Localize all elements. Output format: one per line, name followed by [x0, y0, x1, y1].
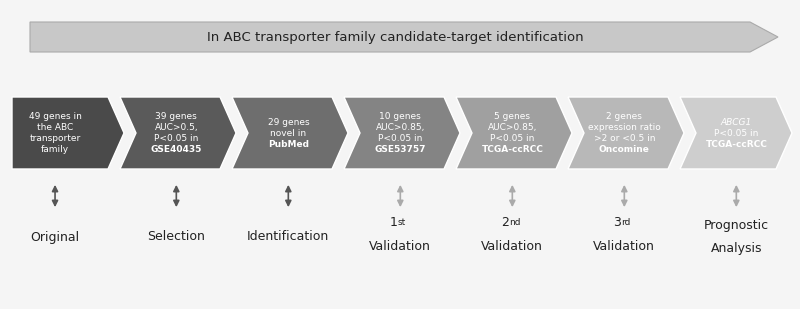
Text: TCGA-ccRCC: TCGA-ccRCC: [482, 145, 543, 154]
Text: 10 genes: 10 genes: [379, 112, 421, 121]
Text: 2 genes: 2 genes: [606, 112, 642, 121]
Text: 29 genes: 29 genes: [267, 117, 309, 126]
Text: P<0.05 in: P<0.05 in: [154, 134, 198, 143]
Text: PubMed: PubMed: [268, 139, 309, 149]
Text: transporter: transporter: [30, 134, 81, 143]
Text: AUC>0.85,: AUC>0.85,: [376, 123, 425, 132]
Text: novel in: novel in: [270, 129, 306, 138]
Text: P<0.05 in: P<0.05 in: [378, 134, 422, 143]
Text: 1: 1: [390, 216, 398, 229]
Text: AUC>0.85,: AUC>0.85,: [488, 123, 537, 132]
Text: Prognostic: Prognostic: [704, 219, 769, 232]
Polygon shape: [30, 22, 778, 52]
Text: GSE40435: GSE40435: [150, 145, 202, 154]
Polygon shape: [568, 97, 684, 169]
Text: Validation: Validation: [482, 240, 543, 253]
Text: Identification: Identification: [247, 231, 330, 243]
Text: Validation: Validation: [594, 240, 655, 253]
Text: family: family: [41, 145, 69, 154]
Text: In ABC transporter family candidate-target identification: In ABC transporter family candidate-targ…: [206, 31, 583, 44]
Text: P<0.05 in: P<0.05 in: [714, 129, 758, 138]
Polygon shape: [232, 97, 348, 169]
Text: >2 or <0.5 in: >2 or <0.5 in: [594, 134, 655, 143]
Text: Analysis: Analysis: [710, 242, 762, 255]
Text: Selection: Selection: [147, 231, 206, 243]
Text: ABCG1: ABCG1: [721, 117, 752, 126]
Polygon shape: [456, 97, 572, 169]
Text: the ABC: the ABC: [37, 123, 73, 132]
Text: rd: rd: [622, 218, 630, 227]
Polygon shape: [680, 97, 792, 169]
Text: 2: 2: [502, 216, 510, 229]
Polygon shape: [120, 97, 236, 169]
Text: TCGA-ccRCC: TCGA-ccRCC: [706, 139, 767, 149]
Text: 5 genes: 5 genes: [494, 112, 530, 121]
Polygon shape: [344, 97, 460, 169]
Text: Original: Original: [30, 231, 80, 243]
Text: Validation: Validation: [370, 240, 431, 253]
Text: 3: 3: [614, 216, 622, 229]
Text: P<0.05 in: P<0.05 in: [490, 134, 534, 143]
Polygon shape: [12, 97, 124, 169]
Text: expression ratio: expression ratio: [588, 123, 661, 132]
Text: Oncomine: Oncomine: [599, 145, 650, 154]
Text: GSE53757: GSE53757: [374, 145, 426, 154]
Text: 39 genes: 39 genes: [155, 112, 197, 121]
Text: AUC>0.5,: AUC>0.5,: [154, 123, 198, 132]
Text: st: st: [398, 218, 406, 227]
Text: 49 genes in: 49 genes in: [29, 112, 82, 121]
Text: nd: nd: [510, 218, 521, 227]
